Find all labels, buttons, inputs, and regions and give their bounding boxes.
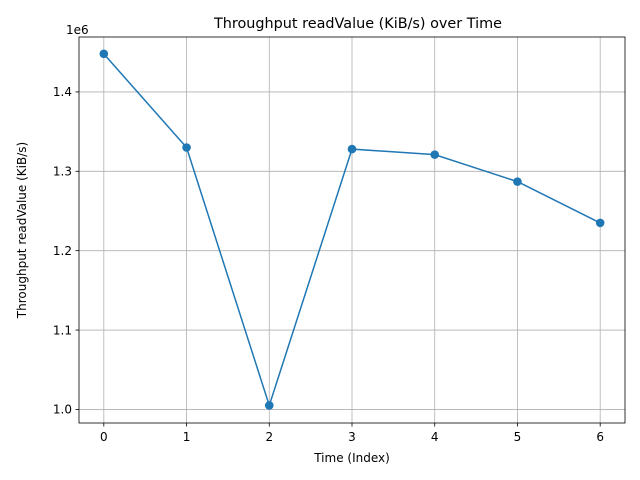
y-tick-label: 1.3 [53,165,72,179]
x-tick-label: 0 [100,430,108,444]
y-tick-label: 1.4 [53,85,72,99]
x-tick-label: 6 [596,430,604,444]
y-tick-label: 1.2 [53,244,72,258]
data-point [513,177,522,186]
x-tick-label: 3 [348,430,356,444]
data-point [264,401,274,410]
y-tick-label: 1.0 [53,403,72,417]
x-axis-label: Time (Index) [313,451,390,465]
axis-ticks: 0 1 2 3 4 5 6 1.0 1.1 1.2 1.3 1.4 [53,85,604,444]
y-tick-label: 1.1 [53,323,72,337]
y-axis-label: Throughput readValue (KiB/s) [15,142,29,319]
data-point [182,143,191,152]
grid-lines [79,37,625,423]
data-point [595,218,605,228]
data-point [430,150,440,159]
x-tick-label: 5 [514,430,522,444]
data-point [99,49,109,59]
x-tick-label: 4 [431,430,439,444]
chart-title: Throughput readValue (KiB/s) over Time [213,16,502,32]
x-tick-label: 1 [183,430,191,444]
y-offset-label: 1e6 [66,23,89,37]
x-tick-label: 2 [265,430,273,444]
data-point [347,144,357,154]
series-layer [99,49,605,410]
